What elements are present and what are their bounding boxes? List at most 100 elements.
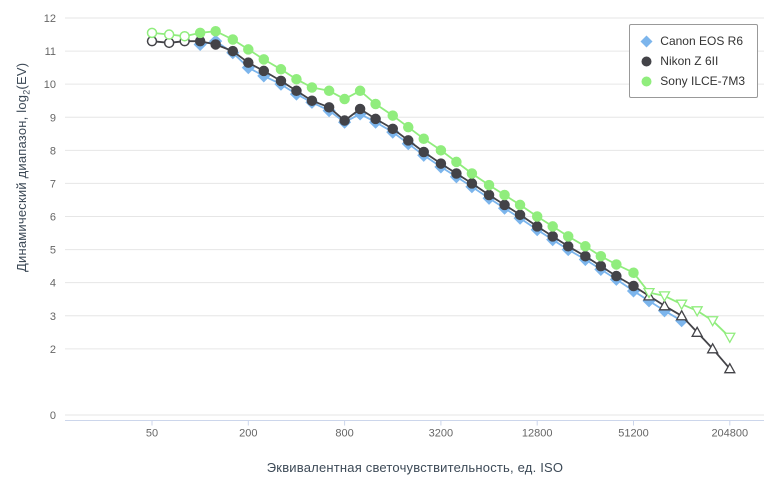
data-point-marker xyxy=(387,110,398,121)
data-point-marker xyxy=(562,231,574,242)
x-tick-label: 800 xyxy=(335,428,353,440)
data-point-marker xyxy=(562,241,574,252)
data-point-marker xyxy=(339,115,350,126)
data-point-marker xyxy=(658,291,671,303)
data-point-marker xyxy=(306,82,318,93)
data-point-marker xyxy=(675,309,688,321)
y-tick-label: 11 xyxy=(45,46,56,58)
data-point-marker xyxy=(354,103,366,115)
data-point-marker xyxy=(514,209,526,221)
data-point-marker xyxy=(675,299,688,311)
data-point-marker xyxy=(499,189,510,201)
data-point-marker xyxy=(628,267,639,278)
x-tick-label: 12800 xyxy=(522,428,553,440)
series-sony-ilce-7m3 xyxy=(146,25,736,344)
y-tick-label: 6 xyxy=(50,212,56,224)
data-point-marker xyxy=(306,95,318,106)
y-tick-label: 4 xyxy=(50,278,56,290)
x-axis-title: Эквивалентная светочувствительность, ед.… xyxy=(266,460,564,475)
data-point-marker xyxy=(146,27,158,39)
x-tick-label: 3200 xyxy=(429,428,453,440)
y-tick-label: 9 xyxy=(50,112,56,124)
legend-item-sony-ilce7m3[interactable]: Sony ILCE-7M3 xyxy=(639,71,745,91)
data-point-marker xyxy=(370,113,381,125)
legend: Canon EOS R6 Nikon Z 6II Sony ILCE-7M3 xyxy=(629,24,758,98)
data-point-marker xyxy=(339,93,350,105)
y-tick-label: 8 xyxy=(50,145,56,157)
data-point-marker xyxy=(580,250,591,262)
x-tick-label: 50 xyxy=(146,428,158,440)
data-point-marker xyxy=(275,75,287,87)
canon-series-marker-icon xyxy=(640,35,653,47)
data-point-marker xyxy=(291,85,302,97)
data-point-marker xyxy=(611,259,622,270)
sony-series-marker-icon xyxy=(641,76,652,86)
y-tick-label: 12 xyxy=(44,13,56,25)
data-point-marker xyxy=(642,287,656,299)
data-point-marker xyxy=(323,85,335,97)
data-point-marker xyxy=(499,199,510,211)
data-point-marker xyxy=(451,168,462,179)
legend-marker-shape xyxy=(640,35,653,47)
nikon-series-marker-icon xyxy=(641,56,652,66)
data-point-marker xyxy=(595,260,607,272)
data-point-marker xyxy=(291,73,302,85)
data-point-marker xyxy=(163,29,175,40)
data-point-marker xyxy=(595,250,607,262)
data-point-marker xyxy=(514,199,526,211)
data-point-marker xyxy=(531,211,543,222)
data-point-marker xyxy=(451,156,462,168)
y-tick-label: 2 xyxy=(50,344,56,356)
data-point-marker xyxy=(483,189,495,201)
legend-marker-shape xyxy=(641,76,652,86)
data-point-marker xyxy=(354,85,366,97)
data-point-marker xyxy=(387,123,398,135)
y-axis-title-units: (EV) xyxy=(14,62,29,90)
data-point-marker xyxy=(210,39,221,50)
legend-label: Nikon Z 6II xyxy=(660,54,719,68)
legend-label: Sony ILCE-7M3 xyxy=(660,74,745,88)
data-point-marker xyxy=(418,146,430,158)
data-point-marker xyxy=(483,179,495,191)
data-point-marker xyxy=(466,178,478,189)
x-axis-labels: 50 200 800 3200 12800 51200 204800 xyxy=(146,420,748,440)
data-point-marker xyxy=(706,342,719,354)
data-point-marker xyxy=(243,57,254,68)
x-tick-label: 51200 xyxy=(618,428,649,440)
data-point-marker xyxy=(723,362,736,374)
data-point-marker xyxy=(706,316,719,328)
y-axis-title-text: Динамический диапазон, log xyxy=(14,94,29,272)
data-point-marker xyxy=(258,54,270,65)
y-tick-label: 3 xyxy=(50,311,56,323)
data-point-marker xyxy=(258,65,270,77)
y-axis-labels: 0 2 3 4 5 6 7 8 9 10 11 12 xyxy=(44,13,56,422)
data-point-marker xyxy=(611,270,622,282)
y-tick-label: 5 xyxy=(50,245,56,257)
legend-marker-shape xyxy=(641,56,652,66)
data-point-marker xyxy=(435,145,447,156)
data-point-marker xyxy=(403,121,414,133)
legend-item-nikon-z6ii[interactable]: Nikon Z 6II xyxy=(639,51,745,71)
data-point-marker xyxy=(658,299,671,311)
legend-label: Canon EOS R6 xyxy=(660,34,744,48)
data-point-marker xyxy=(547,231,558,242)
data-point-marker xyxy=(628,280,639,292)
data-point-marker xyxy=(691,325,704,337)
data-point-marker xyxy=(323,102,335,113)
data-point-marker xyxy=(194,27,206,39)
legend-item-canon-eos-r6[interactable]: Canon EOS R6 xyxy=(639,31,745,51)
series-line xyxy=(200,40,683,322)
data-point-marker xyxy=(227,34,239,45)
data-point-marker xyxy=(403,135,414,146)
data-point-marker xyxy=(691,306,704,318)
y-axis-title: Динамический диапазон, log2(EV) xyxy=(14,63,32,272)
data-point-marker xyxy=(466,168,478,179)
data-point-marker xyxy=(243,44,254,55)
y-tick-label: 7 xyxy=(50,178,56,190)
y-tick-label: 0 xyxy=(50,410,56,422)
data-point-marker xyxy=(723,332,736,344)
x-tick-label: 204800 xyxy=(711,428,748,440)
data-point-marker xyxy=(418,133,430,145)
